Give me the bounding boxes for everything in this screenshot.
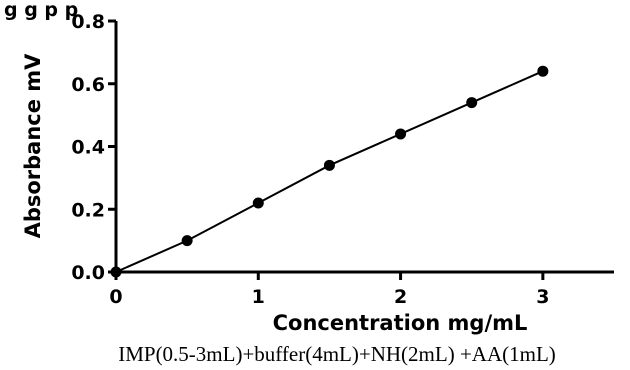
y-tick-label: 0.6 <box>71 74 105 96</box>
data-point <box>110 266 122 278</box>
y-tick-label: 0.0 <box>71 262 105 284</box>
data-point <box>466 97 478 109</box>
chart-caption: IMP(0.5-3mL)+buffer(4mL)+NH(2mL) +AA(1mL… <box>118 342 556 366</box>
y-tick-label: 0.8 <box>71 11 105 33</box>
y-axis-label: Absorbance mV <box>21 53 45 239</box>
y-tick-label: 0.2 <box>71 199 105 221</box>
data-point <box>323 159 335 171</box>
data-point <box>252 197 264 209</box>
data-point <box>181 235 193 247</box>
series-layer <box>110 65 549 278</box>
y-tick-label: 0.4 <box>71 137 105 159</box>
tick-labels: 0.0 0.2 0.4 0.6 0.8 0 1 2 3 <box>71 11 549 308</box>
x-tick-label: 3 <box>536 286 549 308</box>
axes <box>114 21 614 274</box>
x-tick-label: 0 <box>109 286 122 308</box>
chart-title-fragment: g g p p <box>4 0 78 21</box>
ticks <box>108 19 545 280</box>
x-tick-label: 2 <box>394 286 407 308</box>
x-axis-label: Concentration mg/mL <box>273 311 528 335</box>
series-line <box>115 70 544 273</box>
data-point <box>395 128 407 140</box>
data-point <box>537 65 549 77</box>
x-tick-label: 1 <box>252 286 265 308</box>
